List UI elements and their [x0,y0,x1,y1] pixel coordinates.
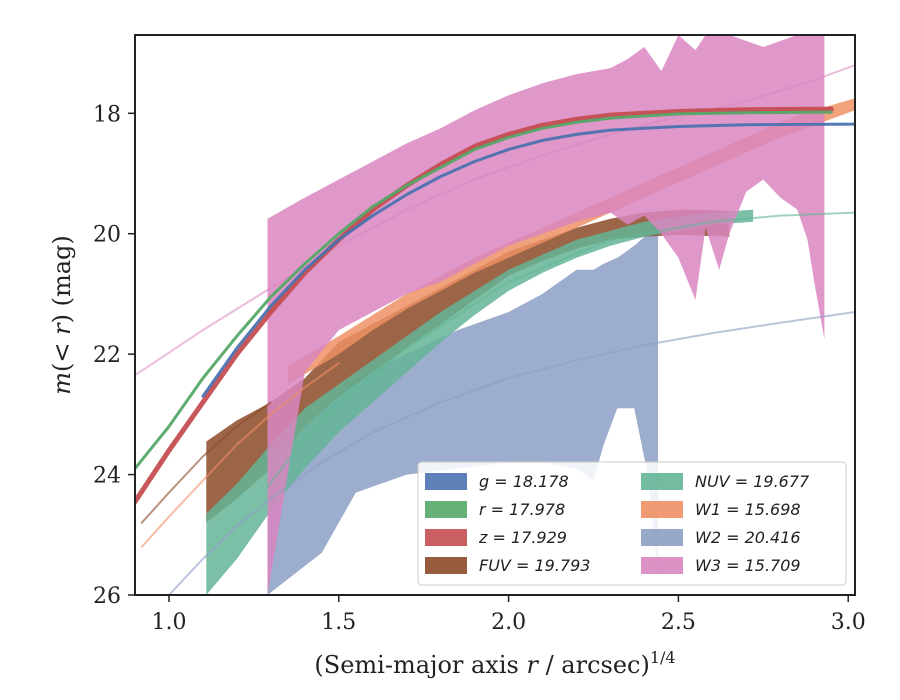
x-axis-label: (Semi-major axis r / arcsec)1/4 [314,648,675,679]
legend-label-g: g = 18.178 [479,472,569,491]
x-tick-label: 1.5 [321,610,356,635]
series-line-r [135,110,833,470]
y-tick-label: 18 [93,102,121,127]
legend-label-r: r = 17.978 [479,500,565,519]
legend-label-w1: W1 = 15.698 [695,500,801,519]
y-tick-label: 26 [93,584,121,609]
legend-swatch-r [425,501,467,518]
legend-swatch-g [425,473,467,490]
line-layer [135,64,855,595]
band-nuv [206,209,754,595]
legend-swatch-w1 [641,501,683,518]
legend-swatch-w2 [641,529,683,546]
legend-label-w2: W2 = 20.416 [695,528,801,547]
series-line-w2 [168,311,855,595]
plot-frame [134,34,856,596]
legend-swatch-fuv [425,557,467,574]
band-w3 [267,35,825,595]
series-line-fuv [140,401,272,524]
x-tick-label: 1.0 [151,610,186,635]
legend-label-fuv: FUV = 19.793 [479,556,590,575]
tick-layer: 1.0 1.5 2.0 2.5 3.0 18 20 22 24 26 [93,102,866,635]
y-tick-label: 22 [93,343,121,368]
legend-swatch-z [425,529,467,546]
band-layer [206,35,855,595]
legend: g = 18.178 r = 17.978 z = 17.929 FUV = 19.7… [417,461,847,586]
legend-label-w3: W3 = 15.709 [695,556,801,575]
y-tick-label: 24 [93,464,121,489]
legend-label-nuv: NUV = 19.677 [695,472,810,491]
legend-swatch-w3 [641,557,683,574]
x-tick-label: 3.0 [831,610,866,635]
x-tick-label: 2.5 [661,610,696,635]
y-axis-label: m(< r) (mag) [48,235,76,395]
series-line-g [201,122,855,398]
series-line-w1 [140,362,340,548]
band-w2 [267,215,658,595]
series-line-w3 [135,64,855,377]
legend-box [417,461,847,586]
legend-swatch-nuv [641,473,683,490]
series-line-nuv [266,211,855,488]
legend-label-z: z = 17.929 [478,528,567,547]
y-tick-label: 20 [93,223,121,248]
x-tick-label: 2.0 [491,610,526,635]
